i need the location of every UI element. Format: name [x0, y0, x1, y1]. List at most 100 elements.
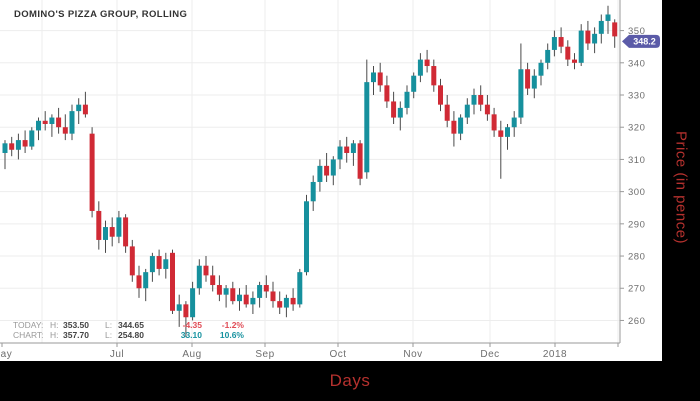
chart-low-value: 254.80: [118, 329, 144, 340]
y-tick-label: 260: [628, 316, 645, 327]
candle-up: [29, 130, 35, 147]
today-high-value: 353.50: [63, 320, 89, 330]
candle-up: [250, 297, 256, 305]
plot-panel: 260 270 280 290 300 310 320 330 340 350 May Jul Aug S…: [0, 0, 662, 361]
candle-down: [62, 127, 68, 134]
candle-up: [49, 117, 55, 124]
candle-up: [598, 20, 604, 34]
candle-up: [350, 143, 356, 153]
candle-down: [123, 217, 129, 247]
candle-down: [22, 140, 28, 147]
candle-up: [458, 117, 464, 134]
candle-up: [257, 285, 263, 298]
x-tick-label: Sep: [255, 349, 274, 360]
candle-down: [210, 275, 216, 286]
candle-down: [156, 256, 162, 269]
candle-down: [109, 227, 115, 237]
candle-down: [558, 37, 564, 47]
candle-down: [277, 301, 283, 308]
candle-down: [484, 104, 490, 115]
candle-down: [290, 297, 296, 305]
x-tick-label: Nov: [403, 349, 422, 360]
candle-down: [525, 69, 531, 89]
candle-down: [263, 285, 269, 292]
candle-up: [464, 104, 470, 118]
stats-row-today: TODAY: H: 353.50 L: 344.65 -4.35 -1.2%: [13, 320, 244, 331]
candle-up: [143, 272, 149, 289]
candle-up: [15, 140, 21, 150]
candle-down: [203, 265, 209, 276]
y-tick-label: 270: [628, 284, 645, 295]
today-change-pct: -1.2%: [221, 320, 244, 330]
candle-up: [551, 37, 557, 50]
candle-down: [216, 285, 222, 295]
right-axis-band: Price (in pence): [662, 0, 700, 361]
today-low-label: L:: [105, 320, 113, 330]
y-tick-label: 310: [628, 155, 645, 166]
candle-up: [337, 146, 343, 160]
candle-down: [243, 294, 249, 305]
bottom-axis-band: Days: [0, 361, 700, 401]
candle-down: [129, 246, 135, 276]
candle-down: [585, 30, 591, 44]
x-axis-title: Days: [329, 371, 371, 390]
candle-up: [605, 14, 611, 21]
candle-down: [424, 59, 430, 67]
candle-up: [283, 297, 289, 308]
candle-up: [538, 62, 544, 76]
x-tick-label: Jul: [110, 349, 124, 360]
y-tick-label: 280: [628, 252, 645, 263]
x-tick-label: Dec: [480, 349, 499, 360]
candle-up: [511, 117, 517, 128]
today-change: -4.35: [182, 320, 202, 330]
candle-down: [431, 66, 437, 86]
candle-up: [69, 111, 75, 134]
candle-down: [170, 252, 175, 311]
candle-down: [565, 46, 571, 60]
candle-up: [404, 91, 410, 108]
chart-high-value: 357.70: [63, 329, 89, 340]
candle-down: [491, 114, 497, 131]
y-axis-title: Price (in pence): [672, 130, 690, 245]
candle-up: [397, 107, 403, 118]
candle-up: [304, 201, 309, 273]
chart-low-label: L:: [105, 329, 113, 340]
candle-up: [310, 181, 316, 202]
current-price-label: 348.2: [633, 37, 656, 47]
y-tick-label: 350: [628, 26, 645, 37]
chart-label: CHART:: [13, 329, 44, 340]
y-tick-label: 330: [628, 91, 645, 102]
candle-up: [531, 75, 537, 89]
candle-up: [518, 69, 524, 118]
y-tick-label: 290: [628, 219, 645, 230]
today-high-label: H:: [50, 320, 59, 330]
candle-up: [297, 272, 303, 305]
candle-up: [471, 95, 477, 105]
candle-down: [384, 85, 390, 102]
candle-down: [444, 104, 450, 121]
candle-up: [578, 30, 584, 63]
candlestick-chart: 260 270 280 290 300 310 320 330 340 350 May Jul Aug S…: [0, 0, 660, 360]
candle-down: [136, 275, 142, 289]
candle-up: [411, 75, 417, 92]
today-label: TODAY:: [13, 320, 44, 330]
chart-high-label: H:: [50, 329, 59, 340]
candle-up: [149, 256, 155, 273]
x-tick-label: Oct: [329, 349, 346, 360]
candle-up: [163, 259, 169, 269]
candle-down: [451, 120, 457, 134]
candle-down: [478, 95, 484, 105]
candle-up: [330, 159, 336, 176]
candle-down: [357, 143, 363, 179]
candle-down: [9, 143, 15, 150]
candle-down: [56, 117, 62, 128]
stats-block: TODAY: H: 353.50 L: 344.65 -4.35 -1.2% C…: [13, 320, 244, 340]
candle-down: [82, 104, 88, 115]
candle-up: [371, 72, 376, 83]
candle-down: [438, 85, 443, 105]
x-tick-label: Aug: [182, 349, 201, 360]
candle-down: [183, 304, 189, 318]
candle-up: [417, 59, 423, 76]
y-tick-label: 340: [628, 58, 645, 69]
